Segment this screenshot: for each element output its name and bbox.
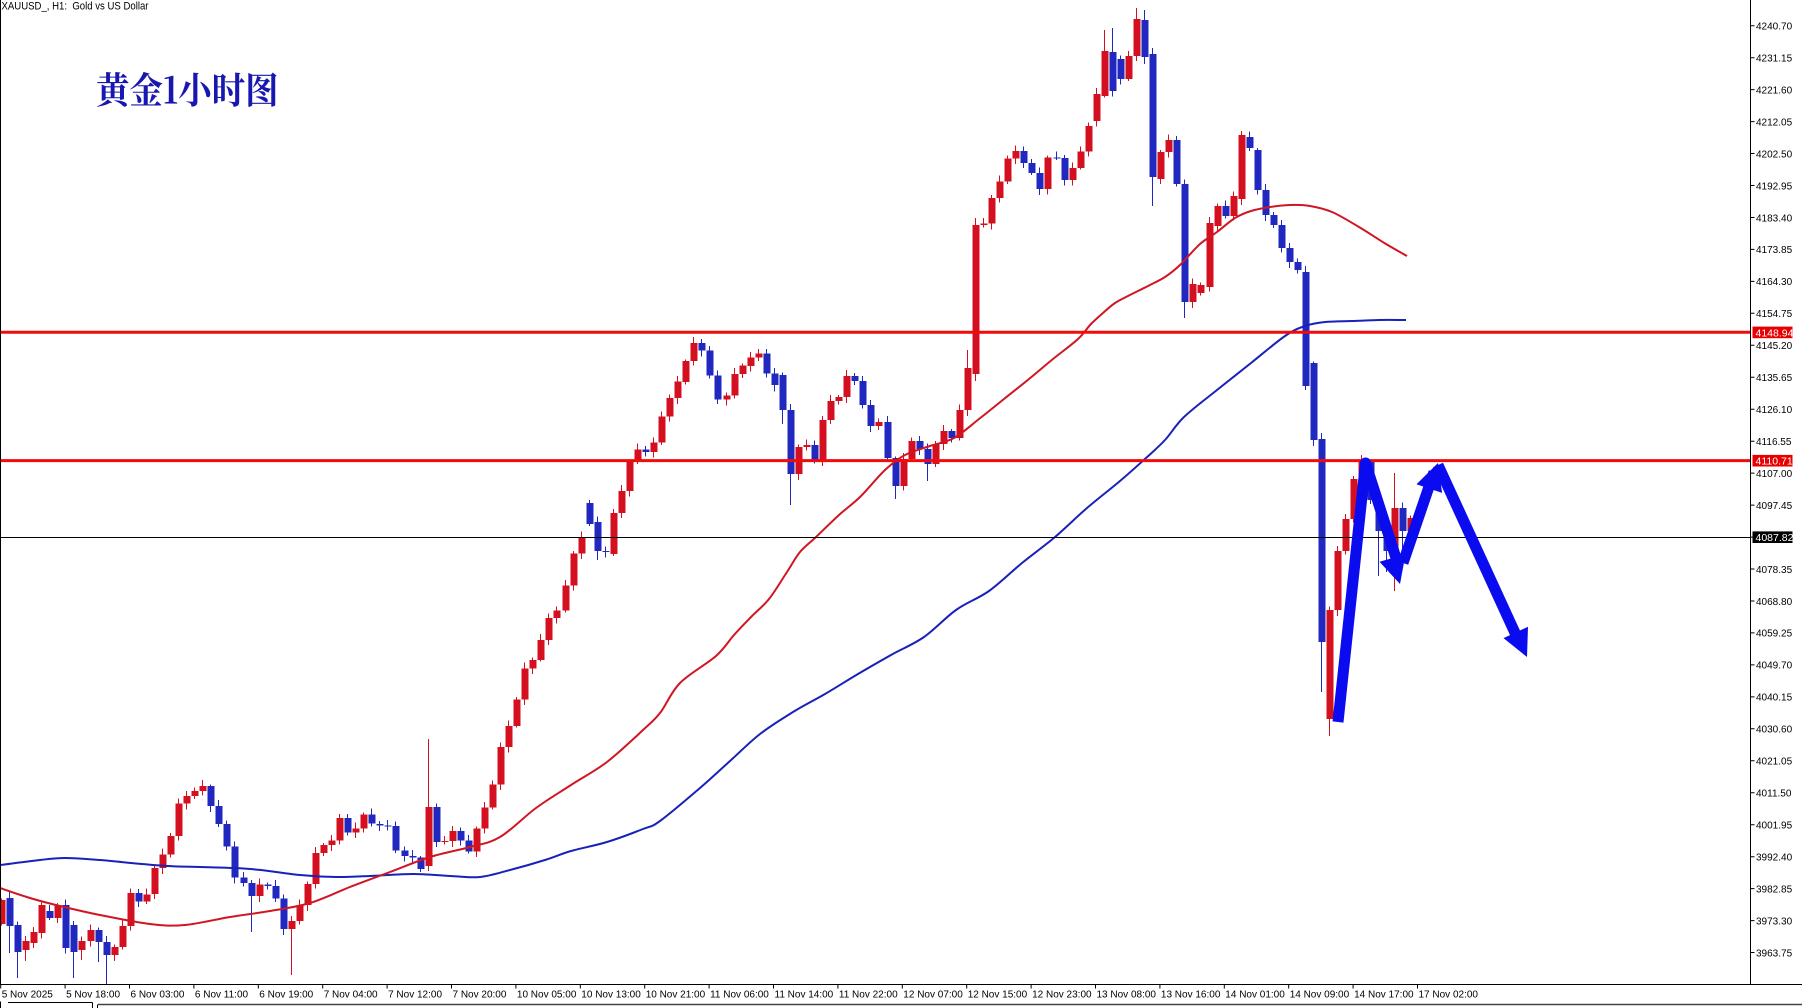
svg-text:4040.15: 4040.15 (1756, 693, 1793, 704)
svg-text:4221.60: 4221.60 (1756, 85, 1793, 96)
svg-text:4164.30: 4164.30 (1756, 277, 1793, 288)
svg-text:4154.75: 4154.75 (1756, 309, 1793, 320)
svg-text:12 Nov 23:00: 12 Nov 23:00 (1032, 990, 1092, 1001)
svg-text:5 Nov 2025: 5 Nov 2025 (2, 990, 54, 1001)
svg-text:4145.20: 4145.20 (1756, 341, 1793, 352)
svg-text:4192.95: 4192.95 (1756, 181, 1793, 192)
svg-text:6 Nov 11:00: 6 Nov 11:00 (195, 990, 249, 1001)
svg-text:3992.40: 3992.40 (1756, 853, 1793, 864)
svg-text:4212.05: 4212.05 (1756, 117, 1793, 128)
svg-text:12 Nov 15:00: 12 Nov 15:00 (968, 990, 1028, 1001)
svg-text:3973.30: 3973.30 (1756, 916, 1793, 927)
svg-text:3963.75: 3963.75 (1756, 948, 1793, 959)
svg-text:6 Nov 03:00: 6 Nov 03:00 (131, 990, 185, 1001)
svg-text:14 Nov 09:00: 14 Nov 09:00 (1290, 990, 1350, 1001)
svg-text:11 Nov 14:00: 11 Nov 14:00 (775, 990, 834, 1001)
svg-text:7 Nov 12:00: 7 Nov 12:00 (388, 990, 442, 1001)
svg-text:17 Nov 02:00: 17 Nov 02:00 (1419, 990, 1479, 1001)
svg-text:4097.45: 4097.45 (1756, 501, 1793, 512)
svg-text:14 Nov 01:00: 14 Nov 01:00 (1225, 990, 1285, 1001)
svg-text:4030.60: 4030.60 (1756, 725, 1793, 736)
svg-text:6 Nov 19:00: 6 Nov 19:00 (259, 990, 313, 1001)
svg-text:XAUUSD_, H1: Gold vs US Dolla: XAUUSD_, H1: Gold vs US Dollar (2, 1, 149, 13)
svg-text:4011.50: 4011.50 (1756, 789, 1792, 800)
svg-text:3982.85: 3982.85 (1756, 884, 1793, 895)
svg-text:4001.95: 4001.95 (1756, 821, 1793, 832)
svg-text:10 Nov 13:00: 10 Nov 13:00 (581, 990, 641, 1001)
svg-text:11 Nov 06:00: 11 Nov 06:00 (710, 990, 769, 1001)
svg-text:5 Nov 18:00: 5 Nov 18:00 (66, 990, 120, 1001)
svg-text:13 Nov 08:00: 13 Nov 08:00 (1097, 990, 1157, 1001)
svg-text:4183.40: 4183.40 (1756, 213, 1793, 224)
svg-text:4110.71: 4110.71 (1756, 456, 1793, 468)
svg-text:4021.05: 4021.05 (1756, 757, 1793, 768)
svg-text:13 Nov 16:00: 13 Nov 16:00 (1161, 990, 1221, 1001)
svg-text:12 Nov 07:00: 12 Nov 07:00 (903, 990, 963, 1001)
svg-text:4059.25: 4059.25 (1756, 629, 1793, 640)
svg-text:4202.50: 4202.50 (1756, 149, 1793, 160)
svg-text:11 Nov 22:00: 11 Nov 22:00 (839, 990, 898, 1001)
svg-text:4087.82: 4087.82 (1756, 532, 1794, 544)
svg-text:10 Nov 21:00: 10 Nov 21:00 (646, 990, 706, 1001)
svg-text:14 Nov 17:00: 14 Nov 17:00 (1354, 990, 1414, 1001)
svg-text:4068.80: 4068.80 (1756, 597, 1793, 608)
svg-text:7 Nov 04:00: 7 Nov 04:00 (324, 990, 378, 1001)
svg-text:4116.55: 4116.55 (1756, 437, 1792, 448)
svg-text:4049.70: 4049.70 (1756, 661, 1793, 672)
svg-text:4148.94: 4148.94 (1756, 327, 1794, 339)
svg-text:4231.15: 4231.15 (1756, 54, 1793, 65)
svg-text:10 Nov 05:00: 10 Nov 05:00 (517, 990, 577, 1001)
svg-text:4107.00: 4107.00 (1756, 469, 1793, 480)
svg-text:4078.35: 4078.35 (1756, 565, 1793, 576)
svg-text:4173.85: 4173.85 (1756, 245, 1793, 256)
svg-text:4240.70: 4240.70 (1756, 22, 1793, 33)
svg-text:4135.65: 4135.65 (1756, 373, 1793, 384)
svg-text:4126.10: 4126.10 (1756, 405, 1793, 416)
svg-text:7 Nov 20:00: 7 Nov 20:00 (453, 990, 507, 1001)
